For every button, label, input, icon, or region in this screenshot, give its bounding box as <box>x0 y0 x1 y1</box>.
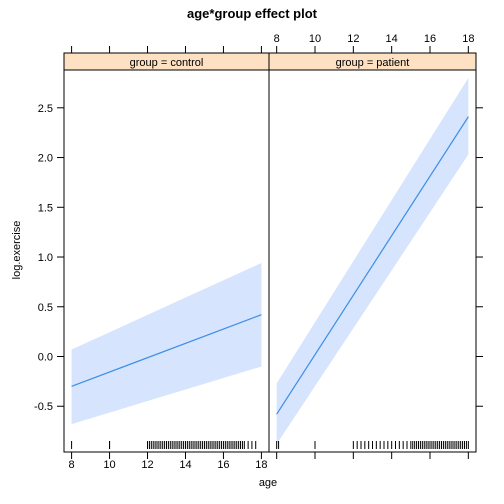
chart-title: age*group effect plot <box>187 6 318 21</box>
y-axis-label: log.exercise <box>11 221 23 280</box>
bottom-x-tick-label: 16 <box>217 459 229 471</box>
strip-label: group = control <box>130 57 204 69</box>
y-tick-label: 2.5 <box>38 103 53 115</box>
strip-label: group = patient <box>336 57 410 69</box>
top-x-tick-label: 18 <box>462 33 474 45</box>
fit-line <box>71 314 262 387</box>
y-tick-label: -0.5 <box>34 401 53 413</box>
top-x-tick-label: 10 <box>309 33 321 45</box>
bottom-x-tick-label: 12 <box>141 459 153 471</box>
y-tick-label: 0.0 <box>38 352 53 364</box>
rug <box>276 441 469 449</box>
bottom-x-tick-label: 18 <box>255 459 267 471</box>
bottom-axis: 8 10 12 14 16 18 <box>69 452 469 471</box>
top-x-tick-label: 16 <box>424 33 436 45</box>
bottom-x-tick-label: 10 <box>103 459 115 471</box>
top-x-tick-label: 8 <box>274 33 280 45</box>
y-tick-label: 1.5 <box>38 202 53 214</box>
confidence-band <box>276 77 469 445</box>
confidence-band <box>71 262 262 425</box>
y-tick-label: 2.0 <box>38 153 53 165</box>
rug <box>71 441 257 449</box>
bottom-x-tick-label: 8 <box>69 459 75 471</box>
panels: group = control group = patient <box>63 52 477 453</box>
panel-1: group = control <box>63 52 270 453</box>
top-axis: 8 10 12 14 16 18 <box>71 33 474 53</box>
x-axis-label: age <box>259 477 277 489</box>
y-tick-label: 1.0 <box>38 252 53 264</box>
panel-2: group = patient <box>268 52 477 453</box>
y-axis: -0.5 0.0 0.5 1.0 1.5 2.0 2.5 <box>34 103 483 413</box>
y-tick-label: 0.5 <box>38 302 53 314</box>
fit-line <box>276 116 469 415</box>
top-x-tick-label: 14 <box>386 33 398 45</box>
bottom-x-tick-label: 14 <box>179 459 191 471</box>
top-x-tick-label: 12 <box>347 33 359 45</box>
panel-frame <box>268 69 477 453</box>
